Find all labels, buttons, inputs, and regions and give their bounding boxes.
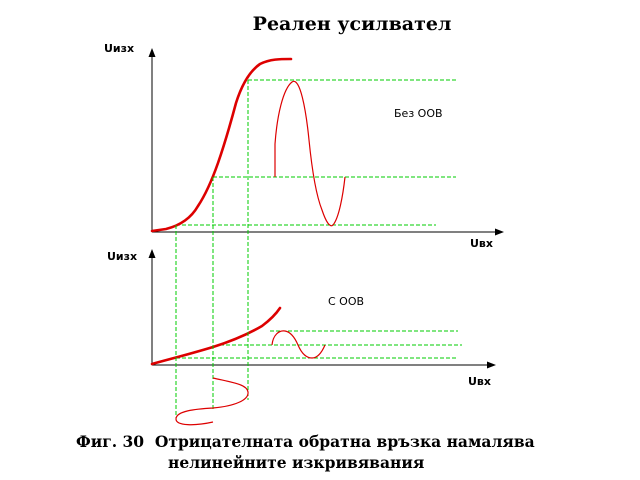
input-projection — [175, 80, 249, 426]
top-transfer-curve — [150, 57, 293, 233]
bottom-plot: Uизх Uвх С ООВ — [107, 249, 496, 388]
bottom-x-arrow-icon — [487, 361, 496, 369]
top-plot-note: Без ООВ — [394, 107, 443, 120]
bottom-transfer-curve — [150, 306, 282, 366]
bottom-x-axis-label: Uвх — [468, 375, 491, 388]
top-y-arrow-icon — [148, 48, 156, 57]
top-x-arrow-icon — [495, 228, 504, 236]
bottom-plot-note: С ООВ — [328, 295, 364, 308]
top-y-axis-label: Uизх — [104, 42, 134, 55]
diagram-title: Реален усилвател — [253, 13, 452, 35]
caption-line-1: Фиг. 30 Отрицателната обратна връзка нам… — [76, 432, 535, 451]
bottom-output-wave — [271, 330, 326, 359]
top-plot: Uизх Uвх Без ООВ — [104, 42, 504, 250]
bottom-y-axis-label: Uизх — [107, 250, 137, 263]
top-output-wave — [274, 80, 346, 227]
caption-line-2: нелинейните изкривявания — [168, 453, 424, 472]
top-x-axis-label: Uвх — [470, 237, 493, 250]
bottom-y-arrow-icon — [148, 249, 156, 258]
input-signal-wave — [175, 377, 249, 426]
